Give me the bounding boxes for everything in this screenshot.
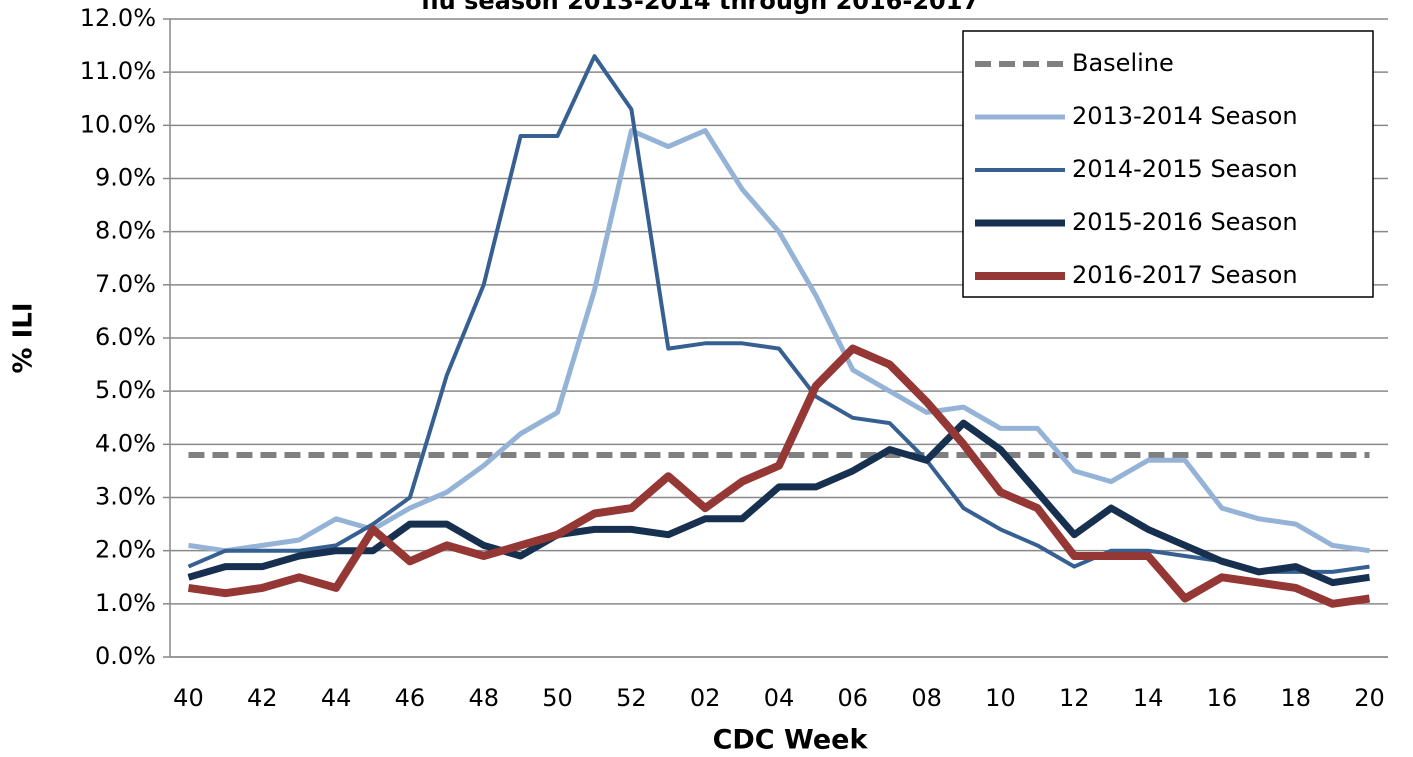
chart-title: flu season 2013-2014 through 2016-2017 — [421, 0, 979, 15]
series-line — [187, 344, 1371, 608]
y-tick-label: 11.0% — [80, 57, 156, 85]
y-tick-label: 3.0% — [95, 483, 156, 511]
y-tick-label: 9.0% — [95, 164, 156, 192]
x-tick-label: 10 — [985, 684, 1016, 712]
y-tick-label: 6.0% — [95, 323, 156, 351]
x-tick-label: 08 — [911, 684, 942, 712]
x-tick-label: 14 — [1133, 684, 1164, 712]
x-tick-label: 04 — [764, 684, 795, 712]
y-tick-label: 2.0% — [95, 536, 156, 564]
legend-label: Baseline — [1072, 49, 1174, 77]
y-tick-label: 8.0% — [95, 217, 156, 245]
x-tick-label: 46 — [395, 684, 426, 712]
x-tick-label: 02 — [690, 684, 721, 712]
x-tick-label: 12 — [1059, 684, 1090, 712]
legend-label: 2016-2017 Season — [1072, 261, 1298, 289]
x-tick-label: 16 — [1207, 684, 1238, 712]
y-tick-label: 5.0% — [95, 376, 156, 404]
series-line — [187, 54, 1370, 574]
x-tick-label: 40 — [173, 684, 204, 712]
y-tick-label: 7.0% — [95, 270, 156, 298]
y-tick-label: 12.0% — [80, 4, 156, 32]
x-tick-label: 44 — [321, 684, 352, 712]
y-axis-label: % ILI — [9, 302, 39, 373]
x-tick-label: 52 — [616, 684, 647, 712]
legend-label: 2015-2016 Season — [1072, 208, 1298, 236]
x-tick-label: 06 — [838, 684, 869, 712]
y-tick-label: 0.0% — [95, 642, 156, 670]
legend-label: 2014-2015 Season — [1072, 155, 1298, 183]
y-tick-label: 1.0% — [95, 589, 156, 617]
y-tick-label: 4.0% — [95, 429, 156, 457]
x-tick-label: 42 — [247, 684, 278, 712]
legend-box — [962, 30, 1374, 298]
x-tick-label: 18 — [1280, 684, 1311, 712]
legend-label: 2013-2014 Season — [1072, 102, 1298, 130]
x-axis-label: CDC Week — [713, 725, 869, 756]
y-tick-label: 10.0% — [80, 110, 156, 138]
x-tick-label: 48 — [468, 684, 499, 712]
x-tick-label: 20 — [1354, 684, 1385, 712]
x-tick-label: 50 — [542, 684, 573, 712]
series-line — [188, 128, 1370, 554]
